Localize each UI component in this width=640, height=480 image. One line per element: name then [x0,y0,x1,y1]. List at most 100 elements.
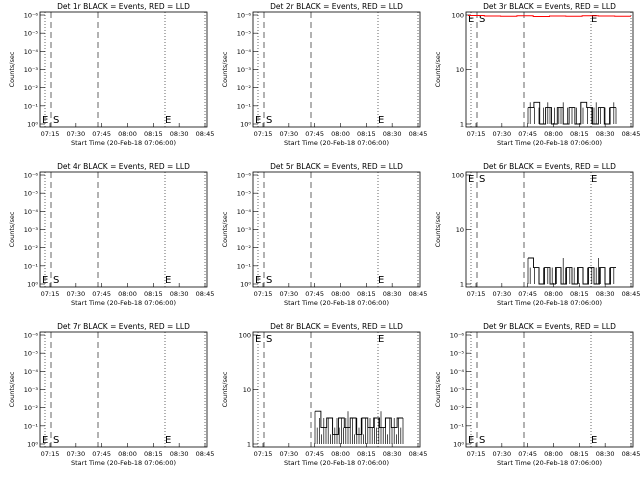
x-tick-label: 07:15 [467,290,486,298]
x-tick-label: 07:15 [41,290,60,298]
detector-panel-7: Det 7r BLACK = Events, RED = LLD Counts/s… [8,322,214,467]
x-axis-label: Start Time (20-Feb-18 07:06:00) [497,299,602,307]
y-tick-label: 10⁻⁴ [237,48,252,56]
marker-E-1: E [255,115,261,126]
plot-frame [39,331,208,448]
marker-E-1: E [42,275,48,286]
plot-frame [465,11,634,128]
marker-E-3: E [165,115,171,126]
y-tick-label: 10⁰ [27,121,38,129]
x-tick-label: 08:15 [357,290,376,298]
y-axis-label: Counts/sec [8,51,16,87]
plot-frame [252,171,421,288]
marker-S-2: S [266,334,272,345]
panel-title: Det 7r BLACK = Events, RED = LLD [57,322,190,331]
x-axis-label: Start Time (20-Feb-18 07:06:00) [71,139,176,147]
detector-panel-1: Det 1r BLACK = Events, RED = LLD Counts/s… [8,2,214,147]
y-tick-label: 100 [452,12,464,20]
y-tick-label: 10⁻³ [237,226,252,234]
x-tick-label: 08:30 [383,130,402,138]
x-tick-label: 08:45 [622,450,640,458]
x-tick-label: 07:15 [254,290,273,298]
x-tick-label: 08:15 [144,450,163,458]
y-tick-label: 100 [452,172,464,180]
marker-E-3: E [591,435,597,446]
x-tick-label: 08:15 [144,130,163,138]
y-tick-label: 10⁻⁴ [237,208,252,216]
y-tick-label: 10 [456,66,464,74]
panel-title: Det 2r BLACK = Events, RED = LLD [270,2,403,11]
y-tick-label: 10⁻³ [237,66,252,74]
x-tick-label: 07:30 [492,290,511,298]
x-tick-label: 07:45 [92,290,111,298]
y-tick-label: 10⁻¹ [24,262,39,270]
marker-E-1: E [255,275,261,286]
events-series-line [528,257,616,285]
y-tick-label: 10⁻¹ [24,102,39,110]
x-tick-label: 07:30 [279,290,298,298]
x-tick-label: 08:15 [357,130,376,138]
plot-frame [39,11,208,128]
marker-S-2: S [479,14,485,25]
y-axis-label: Counts/sec [8,371,16,407]
detector-panel-4: Det 4r BLACK = Events, RED = LLD Counts/s… [8,162,214,307]
panel-title: Det 9r BLACK = Events, RED = LLD [483,322,616,331]
y-tick-label: 10⁻² [237,244,252,252]
panel-title: Det 4r BLACK = Events, RED = LLD [57,162,190,171]
marker-E-3: E [378,115,384,126]
x-tick-label: 07:30 [492,130,511,138]
y-tick-label: 10⁻² [24,404,39,412]
marker-S-2: S [266,115,272,126]
marker-S-2: S [479,174,485,185]
detector-panel-9: Det 9r BLACK = Events, RED = LLD Counts/s… [434,322,640,467]
marker-S-2: S [479,435,485,446]
y-axis-label: Counts/sec [434,211,442,247]
x-tick-label: 08:00 [118,130,137,138]
y-tick-label: 10⁻⁶ [237,12,252,20]
marker-S-2: S [53,275,59,286]
x-tick-label: 08:00 [544,130,563,138]
x-tick-label: 08:45 [622,130,640,138]
marker-S-2: S [266,275,272,286]
x-tick-label: 08:45 [409,450,428,458]
x-tick-label: 07:15 [41,450,60,458]
x-axis-label: Start Time (20-Feb-18 07:06:00) [71,459,176,467]
y-tick-label: 10⁻⁵ [24,30,39,38]
y-tick-label: 10⁻⁵ [237,190,252,198]
x-tick-label: 08:30 [170,450,189,458]
x-tick-label: 07:45 [305,130,324,138]
y-axis-label: Counts/sec [221,211,229,247]
panel-title: Det 5r BLACK = Events, RED = LLD [270,162,403,171]
y-tick-label: 10 [243,386,251,394]
marker-E-1: E [42,435,48,446]
x-tick-label: 08:30 [596,450,615,458]
y-tick-label: 10⁻² [237,84,252,92]
marker-E-1: E [255,334,261,345]
plot-frame [252,11,421,128]
marker-E-3: E [591,174,597,185]
y-tick-label: 10⁻⁵ [450,350,465,358]
y-tick-label: 10⁻¹ [24,422,39,430]
x-tick-label: 08:15 [357,450,376,458]
x-tick-label: 08:30 [383,450,402,458]
marker-E-3: E [378,334,384,345]
marker-E-3: E [165,275,171,286]
x-tick-label: 08:30 [596,290,615,298]
y-tick-label: 10⁻⁵ [237,30,252,38]
plot-frame [465,331,634,448]
x-tick-label: 08:30 [170,290,189,298]
plot-frame [465,171,634,288]
y-tick-label: 10⁻¹ [237,262,252,270]
y-tick-label: 10⁻⁶ [24,172,39,180]
marker-S-2: S [53,435,59,446]
lld-series-line [468,15,631,17]
x-axis-label: Start Time (20-Feb-18 07:06:00) [284,299,389,307]
y-tick-label: 10⁻² [24,244,39,252]
y-tick-label: 10⁻⁵ [24,350,39,358]
plot-frame [39,171,208,288]
x-tick-label: 07:15 [254,130,273,138]
y-tick-label: 10⁻³ [24,66,39,74]
x-tick-label: 07:30 [492,450,511,458]
marker-E-1: E [42,115,48,126]
x-tick-label: 08:45 [622,290,640,298]
